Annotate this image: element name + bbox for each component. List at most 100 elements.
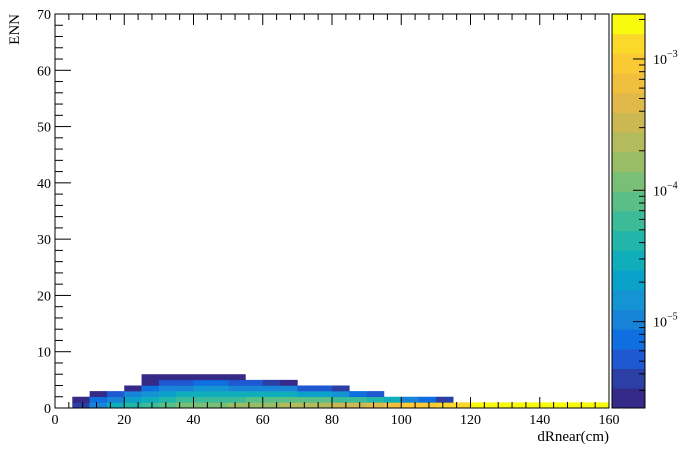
y-tick-label: 30 bbox=[37, 233, 51, 248]
heatmap-cell bbox=[210, 396, 229, 403]
heatmap-cell bbox=[245, 396, 264, 403]
heatmap-cell bbox=[72, 396, 90, 403]
heatmap-cell bbox=[262, 402, 281, 409]
colorbar-swatch bbox=[612, 368, 645, 389]
x-tick-label: 120 bbox=[460, 413, 481, 428]
heatmap-cell bbox=[280, 391, 298, 398]
heatmap-cell bbox=[314, 385, 333, 392]
heatmap-cell bbox=[124, 385, 142, 392]
heatmap-cell bbox=[314, 396, 333, 403]
heatmap-cell bbox=[366, 391, 385, 398]
colorbar-swatch bbox=[612, 73, 645, 94]
colorbar-label: 10−3 bbox=[653, 49, 678, 68]
heatmap-cell bbox=[124, 396, 142, 403]
heatmap-cell bbox=[574, 402, 592, 409]
heatmap-cell bbox=[176, 374, 194, 381]
heatmap-cell bbox=[210, 379, 229, 386]
colorbar-swatch bbox=[612, 151, 645, 172]
heatmap-cell bbox=[332, 391, 350, 398]
x-tick-label: 160 bbox=[599, 413, 620, 428]
heatmap-cell bbox=[176, 402, 194, 409]
y-tick-label: 20 bbox=[37, 289, 51, 304]
heatmap-cell bbox=[210, 391, 229, 398]
heatmap-cell bbox=[176, 391, 194, 398]
colorbar-swatch bbox=[612, 112, 645, 133]
heatmap-cell bbox=[280, 379, 298, 386]
y-axis-title: ENN bbox=[7, 14, 23, 45]
heatmap-cell bbox=[314, 402, 333, 409]
heatmap-cell bbox=[349, 391, 367, 398]
colorbar-swatch bbox=[612, 132, 645, 153]
plot-frame bbox=[54, 13, 610, 409]
colorbar-swatch bbox=[612, 309, 645, 330]
heatmap-cell bbox=[210, 402, 229, 409]
heatmap-cell bbox=[262, 385, 281, 392]
heatmap-cell bbox=[228, 391, 246, 398]
heatmap-cell bbox=[401, 396, 419, 403]
y-tick-label: 60 bbox=[37, 64, 51, 79]
heatmap-cell bbox=[228, 374, 246, 381]
heatmap-cell bbox=[332, 396, 350, 403]
heatmap-cell bbox=[591, 402, 610, 409]
heatmap-cell bbox=[280, 385, 298, 392]
heatmap-cell bbox=[193, 379, 212, 386]
heatmap-cell bbox=[141, 374, 160, 381]
heatmap-cell bbox=[141, 391, 160, 398]
heatmap-cell bbox=[383, 396, 402, 403]
heatmap-cell bbox=[89, 396, 108, 403]
heatmap-cell bbox=[193, 391, 212, 398]
colorbar-label: 10−4 bbox=[653, 180, 678, 199]
heatmap-cell bbox=[297, 391, 315, 398]
heatmap-cell bbox=[522, 402, 541, 409]
heatmap-cell bbox=[106, 396, 125, 403]
x-tick-label: 100 bbox=[391, 413, 412, 428]
x-axis: 0 20 40 60 80 100 120 140 160 bbox=[52, 14, 620, 428]
colorbar-swatch bbox=[612, 92, 645, 113]
heatmap-cell bbox=[158, 374, 177, 381]
y-tick-label: 50 bbox=[37, 121, 51, 136]
heatmap-cell bbox=[210, 385, 229, 392]
colorbar-swatch bbox=[612, 14, 645, 35]
heatmap-cell bbox=[487, 402, 506, 409]
heatmap-cell bbox=[435, 396, 454, 403]
colorbar-swatch bbox=[612, 211, 645, 232]
heatmap-cell bbox=[332, 385, 350, 392]
x-tick-label: 20 bbox=[117, 413, 131, 428]
heatmap-cell bbox=[297, 396, 315, 403]
heatmap-cell bbox=[418, 396, 437, 403]
heatmap-cell bbox=[124, 402, 142, 409]
heatmap-cell bbox=[89, 402, 108, 409]
x-tick-label: 0 bbox=[52, 413, 59, 428]
heatmap-cell bbox=[470, 402, 489, 409]
heatmap-cell bbox=[505, 402, 523, 409]
heatmap-cell bbox=[245, 379, 264, 386]
y-tick-label: 40 bbox=[37, 177, 51, 192]
heatmap-cell bbox=[228, 379, 246, 386]
heatmap-cell bbox=[539, 402, 558, 409]
colorbar-swatch bbox=[612, 250, 645, 271]
color-scale-bar: 10−3 10−4 10−5 bbox=[611, 13, 678, 409]
heatmap-cell bbox=[141, 396, 160, 403]
x-tick-label: 60 bbox=[256, 413, 270, 428]
heatmap-cell bbox=[557, 402, 575, 409]
colorbar-swatch bbox=[612, 33, 645, 54]
heatmap-cell bbox=[297, 385, 315, 392]
y-tick-label: 10 bbox=[37, 346, 51, 361]
heatmap-cell bbox=[245, 391, 264, 398]
colorbar-swatch bbox=[612, 171, 645, 192]
heatmap-cell bbox=[453, 402, 471, 409]
heatmap-cell bbox=[280, 396, 298, 403]
heatmap-cell bbox=[158, 379, 177, 386]
y-tick-label: 0 bbox=[44, 402, 51, 417]
x-tick-label: 40 bbox=[187, 413, 201, 428]
colorbar-swatch bbox=[612, 289, 645, 310]
heatmap-cell bbox=[228, 385, 246, 392]
colorbar-swatch bbox=[612, 191, 645, 212]
heatmap-cell bbox=[158, 402, 177, 409]
heatmap-cell bbox=[89, 391, 108, 398]
heatmap-cell bbox=[158, 385, 177, 392]
heatmap-cell bbox=[193, 385, 212, 392]
heatmap-cell bbox=[383, 402, 402, 409]
heatmap-cells bbox=[72, 374, 610, 409]
